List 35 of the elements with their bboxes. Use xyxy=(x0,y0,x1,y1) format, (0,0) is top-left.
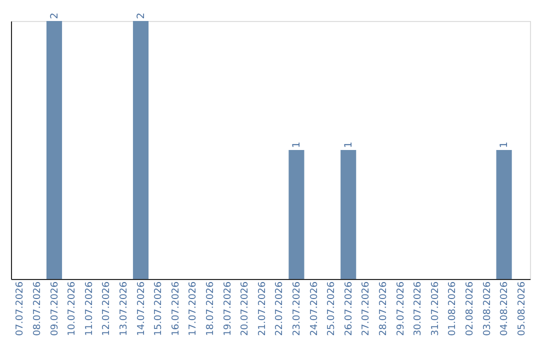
x-tick-label: 01.08.2026 xyxy=(447,282,458,336)
x-tick-label: 16.07.2026 xyxy=(170,282,182,336)
x-tick-label: 19.07.2026 xyxy=(222,282,234,336)
x-tick-label: 23.07.2026 xyxy=(291,282,302,336)
x-tick-label: 21.07.2026 xyxy=(256,282,268,336)
x-tick-label: 02.08.2026 xyxy=(464,282,476,336)
x-tick-label: 05.08.2026 xyxy=(516,282,528,336)
x-tick-label: 10.07.2026 xyxy=(66,282,78,336)
x-tick-label: 27.07.2026 xyxy=(360,282,372,336)
x-tick-label: 30.07.2026 xyxy=(412,282,424,336)
data-label: 2 xyxy=(136,12,147,19)
x-tick-label: 03.08.2026 xyxy=(482,282,493,336)
x-tick-label: 12.07.2026 xyxy=(101,282,112,336)
x-tick-label: 22.07.2026 xyxy=(274,282,286,336)
x-tick-label: 13.07.2026 xyxy=(118,282,130,336)
x-tick-label: 17.07.2026 xyxy=(188,282,199,336)
x-tick-label: 24.07.2026 xyxy=(308,282,320,336)
data-label: 1 xyxy=(499,142,510,148)
x-tick-label: 31.07.2026 xyxy=(430,282,441,336)
data-label: 2 xyxy=(49,12,60,19)
x-tick-label: 04.08.2026 xyxy=(499,282,510,336)
x-tick-label: 29.07.2026 xyxy=(395,282,406,336)
x-tick-label: 14.07.2026 xyxy=(136,282,147,336)
data-label: 1 xyxy=(291,142,302,148)
x-tick-label: 26.07.2026 xyxy=(343,282,354,336)
x-tick-label: 25.07.2026 xyxy=(326,282,338,336)
x-tick-label: 07.07.2026 xyxy=(14,282,26,336)
x-tick-label: 11.07.2026 xyxy=(84,282,95,336)
x-tick-label: 18.07.2026 xyxy=(204,282,216,336)
data-label: 1 xyxy=(343,142,354,148)
x-tick-label: 28.07.2026 xyxy=(378,282,389,336)
x-tick-label: 08.07.2026 xyxy=(32,282,43,336)
x-tick-label: 20.07.2026 xyxy=(240,282,251,336)
x-tick-label: 15.07.2026 xyxy=(153,282,164,336)
x-tick-label: 09.07.2026 xyxy=(49,282,60,336)
